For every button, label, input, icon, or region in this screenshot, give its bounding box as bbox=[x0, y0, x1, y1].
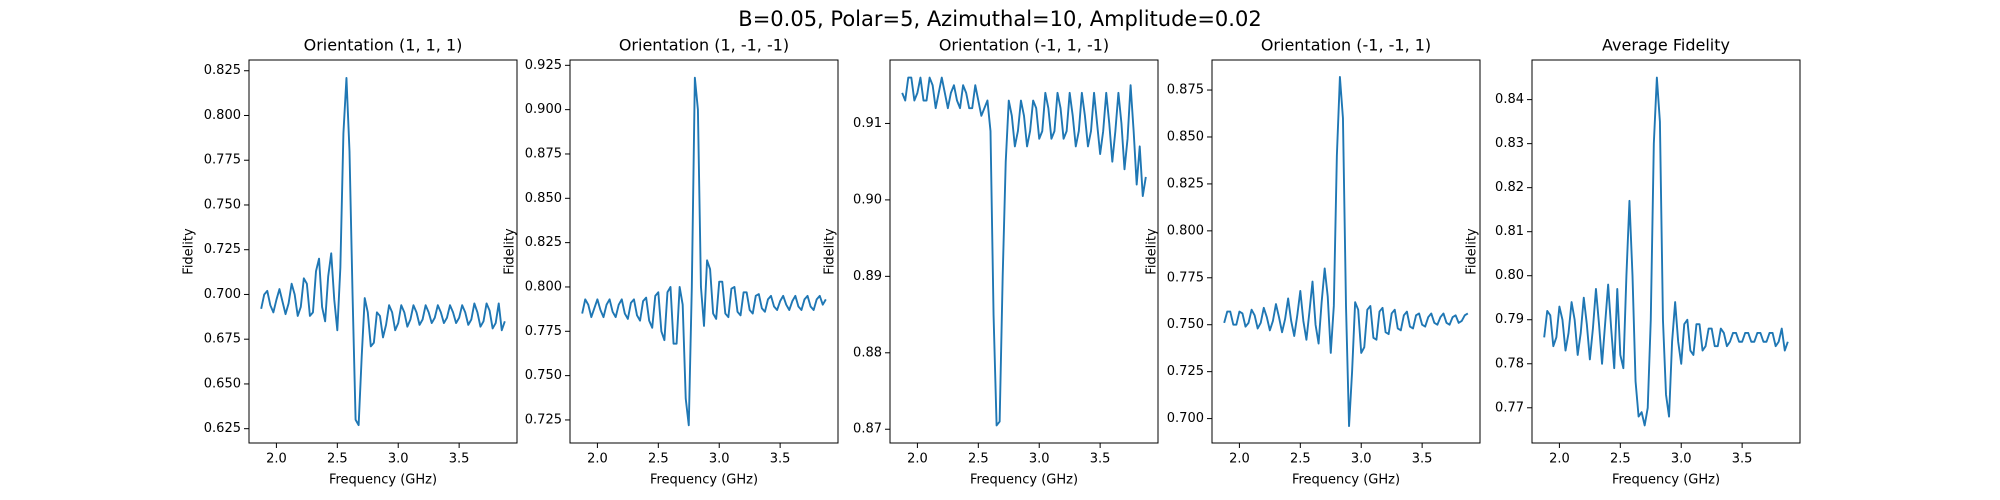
x-tick-label: 2.5 bbox=[648, 452, 669, 467]
y-tick-label: 0.89 bbox=[853, 269, 882, 284]
y-axis-label: Fidelity bbox=[823, 228, 838, 275]
data-line bbox=[1223, 75, 1469, 428]
y-axis-label: Fidelity bbox=[1465, 228, 1480, 275]
y-tick-label: 0.725 bbox=[204, 242, 241, 257]
subplot: 2.0 2.5 3.0 3.5 0.77 0.78 0.79 0.80 0.81 0.82 0.83… bbox=[1465, 36, 1801, 488]
x-tick-label: 3.5 bbox=[1732, 452, 1753, 467]
x-tick-label: 3.5 bbox=[1412, 452, 1433, 467]
y-tick-label: 0.775 bbox=[1167, 270, 1204, 285]
y-tick-label: 0.925 bbox=[525, 58, 562, 73]
y-tick-label: 0.750 bbox=[525, 368, 562, 383]
x-tick-label: 3.0 bbox=[1351, 452, 1372, 467]
y-tick-label: 0.750 bbox=[1167, 317, 1204, 332]
y-axis-label: Fidelity bbox=[182, 228, 197, 275]
x-axis-label: Frequency (GHz) bbox=[1292, 473, 1400, 488]
y-tick-label: 0.750 bbox=[204, 197, 241, 212]
y-axis-label: Fidelity bbox=[1145, 228, 1160, 275]
y-tick-label: 0.84 bbox=[1495, 92, 1524, 107]
y-tick-label: 0.725 bbox=[525, 412, 562, 427]
x-axis-label: Frequency (GHz) bbox=[970, 473, 1078, 488]
x-tick-label: 2.0 bbox=[587, 452, 608, 467]
y-tick-label: 0.90 bbox=[853, 192, 882, 207]
plot-area bbox=[1223, 75, 1469, 428]
x-tick-label: 2.0 bbox=[266, 452, 287, 467]
subplot: 2.0 2.5 3.0 3.5 0.87 0.88 0.89 0.90 0.91 Orientat… bbox=[823, 36, 1159, 488]
y-tick-label: 0.78 bbox=[1495, 356, 1524, 371]
y-tick-label: 0.800 bbox=[204, 108, 241, 123]
x-tick-label: 3.5 bbox=[770, 452, 791, 467]
data-line bbox=[901, 76, 1147, 427]
axes-frame bbox=[248, 59, 518, 444]
x-tick-label: 2.5 bbox=[327, 452, 348, 467]
x-tick-label: 3.0 bbox=[1671, 452, 1692, 467]
y-tick-label: 0.79 bbox=[1495, 312, 1524, 327]
x-tick-label: 3.0 bbox=[1029, 452, 1050, 467]
data-line bbox=[1543, 76, 1789, 427]
x-tick-label: 3.5 bbox=[1090, 452, 1111, 467]
x-axis-label: Frequency (GHz) bbox=[650, 473, 758, 488]
y-tick-label: 0.875 bbox=[1167, 83, 1204, 98]
subplot: 2.0 2.5 3.0 3.5 0.700 0.725 0.750 0.775 0.800 0.8… bbox=[1145, 36, 1481, 488]
y-tick-label: 0.825 bbox=[525, 235, 562, 250]
data-line bbox=[260, 76, 506, 427]
x-tick-label: 2.0 bbox=[1229, 452, 1250, 467]
y-tick-label: 0.775 bbox=[525, 324, 562, 339]
y-tick-label: 0.725 bbox=[1167, 364, 1204, 379]
plot-area bbox=[901, 76, 1147, 427]
subplot: 2.0 2.5 3.0 3.5 0.625 0.650 0.675 0.700 0.725 0.7… bbox=[182, 36, 518, 488]
figure-title: B=0.05, Polar=5, Azimuthal=10, Amplitude… bbox=[738, 7, 1261, 31]
y-tick-label: 0.800 bbox=[525, 279, 562, 294]
axes-frame bbox=[889, 59, 1159, 444]
subplot-title: Average Fidelity bbox=[1602, 36, 1730, 55]
subplot: 2.0 2.5 3.0 3.5 0.725 0.750 0.775 0.800 0.825 0.8… bbox=[503, 36, 839, 488]
plot-area bbox=[260, 76, 506, 427]
y-tick-label: 0.83 bbox=[1495, 136, 1524, 151]
y-axis-label: Fidelity bbox=[503, 228, 518, 275]
y-tick-label: 0.82 bbox=[1495, 180, 1524, 195]
y-tick-label: 0.700 bbox=[1167, 411, 1204, 426]
data-line bbox=[581, 76, 827, 427]
y-tick-label: 0.80 bbox=[1495, 268, 1524, 283]
plot-area bbox=[1543, 76, 1789, 427]
y-tick-label: 0.900 bbox=[525, 102, 562, 117]
x-tick-label: 2.5 bbox=[1610, 452, 1631, 467]
y-tick-label: 0.800 bbox=[1167, 223, 1204, 238]
plot-area bbox=[581, 76, 827, 427]
x-tick-label: 3.0 bbox=[388, 452, 409, 467]
x-tick-label: 3.0 bbox=[709, 452, 730, 467]
axes-frame bbox=[1211, 59, 1481, 444]
subplot-title: Orientation (1, -1, -1) bbox=[619, 36, 789, 55]
x-axis-label: Frequency (GHz) bbox=[1612, 473, 1720, 488]
y-tick-label: 0.850 bbox=[1167, 129, 1204, 144]
x-tick-label: 2.5 bbox=[1290, 452, 1311, 467]
y-tick-label: 0.775 bbox=[204, 153, 241, 168]
y-tick-label: 0.87 bbox=[853, 422, 882, 437]
subplot-title: Orientation (-1, -1, 1) bbox=[1261, 36, 1431, 55]
y-tick-label: 0.88 bbox=[853, 345, 882, 360]
y-tick-label: 0.77 bbox=[1495, 400, 1524, 415]
subplot-title: Orientation (1, 1, 1) bbox=[304, 36, 463, 55]
y-tick-label: 0.825 bbox=[1167, 176, 1204, 191]
y-tick-label: 0.81 bbox=[1495, 224, 1524, 239]
y-tick-label: 0.850 bbox=[525, 191, 562, 206]
subplot-title: Orientation (-1, 1, -1) bbox=[939, 36, 1109, 55]
y-tick-label: 0.825 bbox=[204, 63, 241, 78]
x-tick-label: 2.0 bbox=[907, 452, 928, 467]
y-tick-label: 0.875 bbox=[525, 146, 562, 161]
axes-frame bbox=[569, 59, 839, 444]
y-tick-label: 0.91 bbox=[853, 116, 882, 131]
axes-frame bbox=[1531, 59, 1801, 444]
x-tick-label: 2.0 bbox=[1549, 452, 1570, 467]
y-tick-label: 0.625 bbox=[204, 421, 241, 436]
y-tick-label: 0.700 bbox=[204, 287, 241, 302]
x-tick-label: 2.5 bbox=[968, 452, 989, 467]
x-axis-label: Frequency (GHz) bbox=[329, 473, 437, 488]
y-tick-label: 0.650 bbox=[204, 376, 241, 391]
y-tick-label: 0.675 bbox=[204, 332, 241, 347]
x-tick-label: 3.5 bbox=[449, 452, 470, 467]
